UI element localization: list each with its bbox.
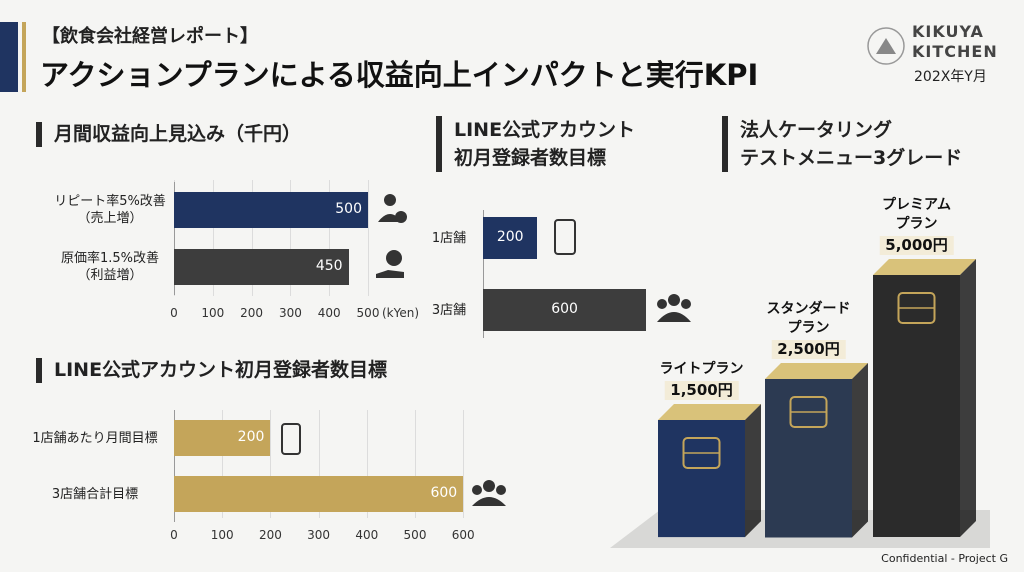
logo-line1: KIKUYA <box>912 22 984 41</box>
grid-line <box>329 180 331 296</box>
footer: Confidential - Project G <box>881 552 1008 565</box>
grid-line <box>251 180 253 296</box>
logo-mark <box>867 27 905 65</box>
value-label: 500 <box>335 201 362 217</box>
logo-line2: KITCHEN <box>912 42 998 61</box>
bar <box>483 217 538 259</box>
x-tick-label: 400 <box>355 528 379 542</box>
category-label: プレミアム プラン <box>881 197 952 232</box>
header-title: アクションプランによる収益向上インパクトと実行KPI <box>40 58 759 92</box>
icon-phone <box>554 219 576 255</box>
category-label: リピート率5%改善 （売上増） <box>54 194 166 226</box>
section-title: 法人ケータリング テストメニュー3グレード <box>722 116 962 172</box>
value-label: 1,500円 <box>664 380 739 400</box>
bar <box>174 249 349 285</box>
y-axis <box>174 410 175 522</box>
bar <box>174 420 271 456</box>
category-label: 1店舗あたり月間目標 <box>32 430 158 446</box>
header-tag: 【飲食会社経営レポート】 <box>42 26 258 47</box>
x-tick-label: 100 <box>210 528 234 542</box>
bar <box>658 403 761 537</box>
accent-bar <box>0 22 18 92</box>
x-tick-label: 100 <box>201 306 225 320</box>
bar <box>174 192 368 228</box>
x-tick-label: 500 <box>403 528 427 542</box>
category-label: 1店舗 <box>431 230 467 246</box>
logo-date: 202X年Y月 <box>914 69 987 85</box>
category-label: 原価率1.5%改善 （利益増） <box>60 251 160 283</box>
grid-line <box>415 410 416 518</box>
x-tick-label: 0 <box>170 528 178 542</box>
value-label: 600 <box>430 485 458 501</box>
grid-line <box>290 180 292 296</box>
x-axis-label: (kYen) <box>382 306 420 320</box>
bar <box>873 259 976 537</box>
bar <box>483 289 647 331</box>
x-tick-label: 200 <box>240 306 264 320</box>
x-tick-label: 600 <box>451 528 475 542</box>
grid-line <box>212 180 214 296</box>
icon-phone <box>281 423 301 455</box>
value-label: 5,000円 <box>879 236 954 255</box>
bar <box>174 476 464 512</box>
grid-line <box>463 410 465 518</box>
grid-line <box>270 410 272 518</box>
category-label: スタンダード プラン <box>766 300 851 336</box>
bar <box>765 362 868 537</box>
x-tick-label: 300 <box>307 528 331 542</box>
category-label: ライトプラン <box>659 360 744 377</box>
x-tick-label: 300 <box>278 306 302 320</box>
icon-group <box>472 480 506 506</box>
section-title: LINE公式アカウント初月登録者数目標 <box>36 358 387 383</box>
value-label: 200 <box>496 229 524 245</box>
section-title: LINE公式アカウント 初月登録者数目標 <box>436 116 635 172</box>
accent-line <box>22 22 26 92</box>
y-axis <box>483 210 484 338</box>
value-label: 2,500円 <box>771 339 846 359</box>
category-label: 3店舗合計目標 <box>51 486 139 502</box>
y-axis <box>174 182 175 295</box>
icon-customer <box>378 194 407 223</box>
x-tick-label: 500 <box>356 306 380 320</box>
icon-group <box>657 294 691 322</box>
x-tick-label: 400 <box>317 306 341 320</box>
grid-line <box>366 410 368 518</box>
section-title: 月間収益向上見込み（千円） <box>36 122 301 147</box>
grid-line <box>222 410 224 518</box>
value-label: 200 <box>237 429 265 445</box>
grid-line <box>368 180 369 296</box>
grid-line <box>318 410 320 518</box>
x-tick-label: 200 <box>258 528 282 542</box>
x-tick-label: 0 <box>170 306 178 320</box>
icon-yen <box>376 250 404 278</box>
value-label: 450 <box>315 258 343 274</box>
category-label: 3店舗 <box>431 302 467 318</box>
value-label: 600 <box>551 301 578 317</box>
